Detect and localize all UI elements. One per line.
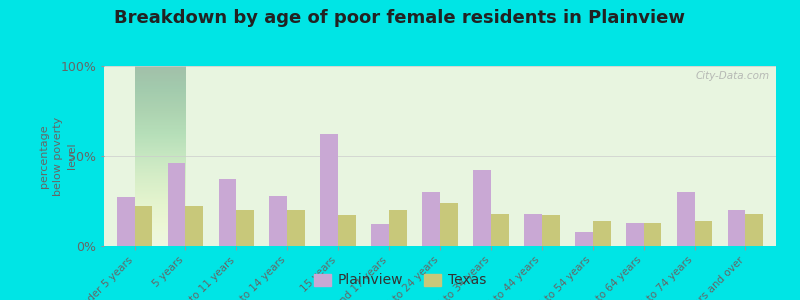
Bar — [270, 196, 287, 246]
Bar — [677, 192, 694, 246]
Bar — [473, 170, 491, 246]
Bar — [728, 210, 746, 246]
Bar — [236, 210, 254, 246]
Bar — [593, 221, 610, 246]
Text: Breakdown by age of poor female residents in Plainview: Breakdown by age of poor female resident… — [114, 9, 686, 27]
Text: City-Data.com: City-Data.com — [695, 71, 770, 81]
Bar — [134, 206, 152, 246]
Bar — [626, 223, 644, 246]
Bar — [542, 215, 560, 246]
Y-axis label: percentage
below poverty
level: percentage below poverty level — [38, 116, 77, 196]
Bar — [320, 134, 338, 246]
Bar — [338, 215, 356, 246]
Bar — [524, 214, 542, 246]
Bar — [186, 206, 203, 246]
Bar — [218, 179, 236, 246]
Bar — [644, 223, 662, 246]
Bar — [746, 214, 763, 246]
Bar — [440, 203, 458, 246]
Bar — [422, 192, 440, 246]
Bar — [575, 232, 593, 246]
Bar — [168, 163, 186, 246]
Bar — [371, 224, 389, 246]
Bar — [694, 221, 712, 246]
Bar — [389, 210, 407, 246]
Bar — [491, 214, 509, 246]
Bar — [287, 210, 305, 246]
Legend: Plainview, Texas: Plainview, Texas — [309, 268, 491, 293]
Bar — [117, 197, 134, 246]
